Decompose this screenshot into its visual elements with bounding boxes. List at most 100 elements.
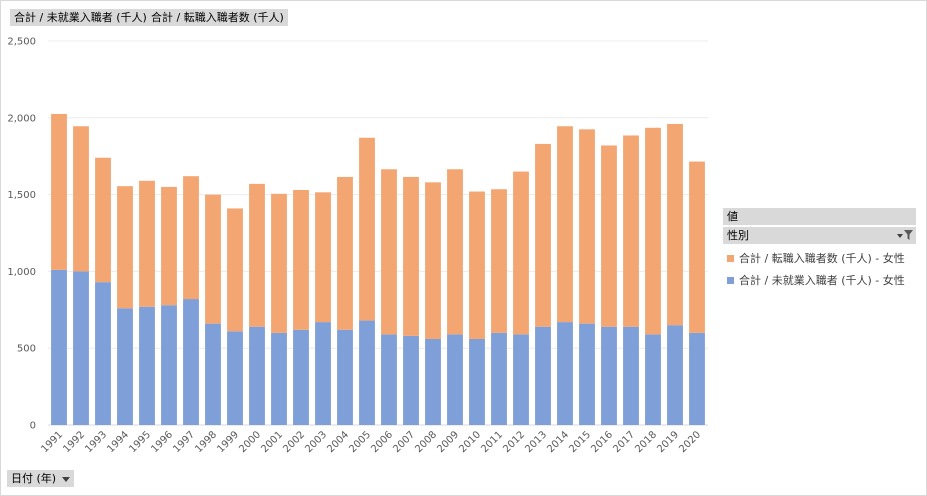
x-tick-label: 2014 [545,429,571,455]
chevron-down-icon [62,476,71,482]
bar-segment-unemployed-hires [579,323,595,425]
bar-segment-unemployed-hires [139,306,155,425]
y-tick-label: 0 [30,421,36,432]
x-tick-label: 2018 [633,429,659,455]
bar-segment-job-change-hires [227,208,243,332]
bar-segment-job-change-hires [579,129,595,324]
x-tick-label: 2008 [413,429,439,455]
bar-segment-job-change-hires [95,157,111,283]
x-tick-label: 2005 [347,429,373,455]
x-tick-label: 2020 [677,429,703,455]
x-tick-label: 2002 [281,429,307,455]
x-tick-label: 1995 [127,429,153,455]
bar-segment-job-change-hires [337,176,353,330]
x-tick-label: 2007 [391,429,417,455]
legend-series-field-button[interactable]: 性別 [723,227,916,244]
legend: 値 性別 合計 / 転職入職者数 (千人) - 女性 合計 / 未就業入職者 (千… [723,208,916,291]
x-tick-label: 2011 [479,429,505,455]
bar-segment-job-change-hires [513,171,529,335]
filter-dropdown-icon[interactable] [896,230,914,241]
bar-segment-job-change-hires [689,161,705,333]
value-field-button-unemployed-hires[interactable]: 合計 / 未就業入職者 (千人) [10,9,151,26]
bar-segment-unemployed-hires [249,326,265,425]
x-tick-label: 2013 [523,429,549,455]
x-tick-label: 2015 [567,429,593,455]
bar-segment-unemployed-hires [315,322,331,425]
y-tick-label: 2,000 [7,113,36,124]
bar-segment-job-change-hires [535,143,551,327]
x-tick-label: 1991 [39,429,65,455]
value-field-button-job-change-hires[interactable]: 合計 / 転職入職者数 (千人) [147,9,288,26]
legend-item[interactable]: 合計 / 未就業入職者 (千人) - 女性 [723,269,916,291]
bar-segment-job-change-hires [205,194,221,324]
x-tick-label: 2006 [369,429,395,455]
x-tick-label: 1992 [61,429,87,455]
bar-segment-job-change-hires [557,126,573,323]
bar-segment-job-change-hires [623,135,639,327]
bar-segment-unemployed-hires [205,323,221,425]
bar-segment-unemployed-hires [447,334,463,425]
x-tick-label: 2019 [655,429,681,455]
legend-values-header: 値 [723,208,916,225]
bar-segment-job-change-hires [403,176,419,336]
bar-segment-job-change-hires [73,126,89,272]
bar-segment-job-change-hires [183,176,199,300]
x-tick-label: 2001 [259,429,285,455]
x-tick-label: 2009 [435,429,461,455]
bar-segment-unemployed-hires [425,338,441,425]
bar-segment-unemployed-hires [117,308,133,425]
bar-segment-unemployed-hires [161,305,177,425]
x-tick-label: 1999 [215,429,241,455]
x-tick-label: 1998 [193,429,219,455]
bar-segment-unemployed-hires [667,325,683,425]
bar-segment-unemployed-hires [73,271,89,425]
legend-item[interactable]: 合計 / 転職入職者数 (千人) - 女性 [723,247,916,269]
legend-swatch [727,276,734,284]
bars [51,113,705,425]
bar-segment-job-change-hires [667,123,683,326]
bar-segment-unemployed-hires [513,334,529,425]
x-tick-label: 1996 [149,429,175,455]
bar-segment-job-change-hires [249,183,265,327]
axis-field-button-date-year[interactable]: 日付 (年) [7,470,75,487]
bar-segment-unemployed-hires [557,322,573,425]
bar-segment-unemployed-hires [601,326,617,425]
bar-segment-job-change-hires [469,191,485,339]
bar-segment-job-change-hires [161,186,177,306]
bar-segment-unemployed-hires [51,269,67,425]
axis-field-label: 日付 (年) [11,472,57,485]
bar-segment-unemployed-hires [183,299,199,425]
bar-segment-unemployed-hires [381,334,397,425]
bar-segment-job-change-hires [645,127,661,335]
bar-segment-job-change-hires [359,137,375,321]
bar-segment-job-change-hires [601,145,617,327]
y-tick-label: 500 [17,344,36,355]
bar-segment-job-change-hires [315,192,331,323]
legend-items: 合計 / 転職入職者数 (千人) - 女性 合計 / 未就業入職者 (千人) - … [723,247,916,291]
bar-segment-job-change-hires [425,182,441,339]
bar-segment-job-change-hires [381,169,397,335]
legend-swatch [727,254,734,262]
bar-segment-unemployed-hires [95,282,111,425]
x-tick-label: 1997 [171,429,197,455]
bar-segment-unemployed-hires [271,332,287,425]
bar-segment-unemployed-hires [623,326,639,425]
bar-segment-job-change-hires [271,193,287,333]
gridlines [48,40,708,426]
bar-segment-unemployed-hires [337,329,353,425]
bar-segment-job-change-hires [293,189,309,330]
bar-segment-job-change-hires [491,189,507,333]
y-tick-label: 1,500 [7,190,36,201]
y-tick-label: 1,000 [7,267,36,278]
bar-segment-unemployed-hires [403,335,419,425]
legend-item-label: 合計 / 未就業入職者 (千人) - 女性 [739,274,905,287]
bar-segment-unemployed-hires [535,326,551,425]
legend-item-label: 合計 / 転職入職者数 (千人) - 女性 [739,252,905,265]
bar-segment-unemployed-hires [359,320,375,425]
x-tick-label: 1993 [83,429,109,455]
y-tick-label: 2,500 [7,37,36,48]
x-tick-label: 2016 [589,429,615,455]
y-axis-tick-labels: 0 500 1,000 1,500 2,000 2,500 [7,37,36,432]
legend-series-field-label: 性別 [723,227,916,244]
